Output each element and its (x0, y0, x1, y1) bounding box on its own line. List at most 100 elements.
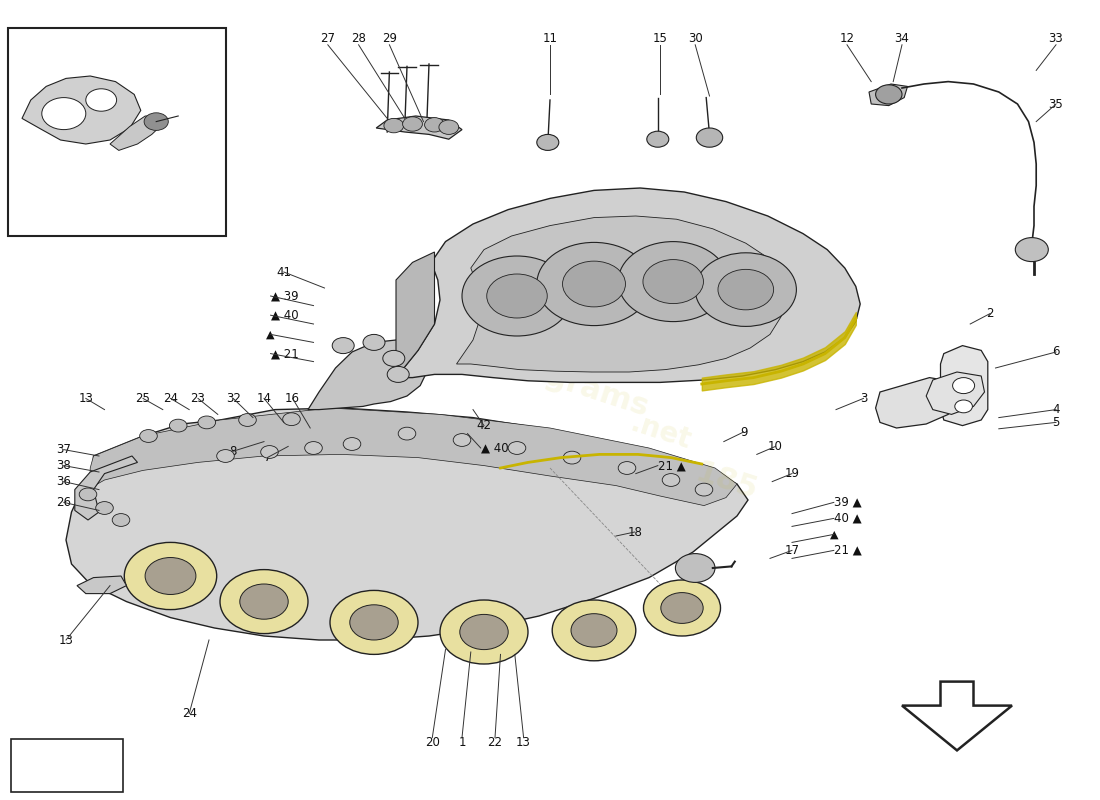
Circle shape (403, 117, 422, 131)
Text: 15: 15 (652, 32, 668, 45)
Polygon shape (376, 116, 462, 139)
Circle shape (343, 438, 361, 450)
Circle shape (140, 430, 157, 442)
Text: 10: 10 (768, 440, 783, 453)
Circle shape (508, 442, 526, 454)
Text: 2: 2 (987, 307, 993, 320)
Text: 21 ▲: 21 ▲ (658, 459, 685, 472)
Polygon shape (869, 84, 907, 106)
Text: 25: 25 (135, 392, 151, 405)
Text: 40 ▲: 40 ▲ (834, 512, 861, 525)
Circle shape (363, 334, 385, 350)
Circle shape (145, 558, 196, 594)
Text: 17: 17 (784, 544, 800, 557)
Circle shape (440, 600, 528, 664)
Text: 8: 8 (230, 445, 236, 458)
Circle shape (537, 242, 651, 326)
Polygon shape (456, 216, 786, 372)
Circle shape (718, 270, 773, 310)
Circle shape (696, 128, 723, 147)
Text: 20: 20 (425, 736, 440, 749)
Polygon shape (902, 682, 1012, 750)
Polygon shape (940, 346, 988, 426)
Circle shape (283, 413, 300, 426)
Circle shape (955, 400, 972, 413)
Text: 29: 29 (382, 32, 397, 45)
Text: 5: 5 (1053, 416, 1059, 429)
Polygon shape (22, 76, 141, 144)
Text: 13: 13 (78, 392, 94, 405)
Circle shape (1015, 238, 1048, 262)
Text: = 1: = 1 (33, 760, 55, 773)
Text: ▲ 21: ▲ 21 (271, 347, 298, 360)
Circle shape (144, 113, 168, 130)
Text: ▲: ▲ (829, 530, 838, 539)
Polygon shape (66, 408, 748, 640)
Circle shape (537, 134, 559, 150)
Circle shape (618, 462, 636, 474)
Circle shape (425, 118, 444, 132)
Polygon shape (110, 116, 163, 150)
FancyBboxPatch shape (11, 739, 123, 792)
Text: diagrams: diagrams (492, 346, 652, 422)
Text: 14: 14 (256, 392, 272, 405)
Circle shape (453, 434, 471, 446)
Text: 12: 12 (839, 32, 855, 45)
Text: 19: 19 (784, 467, 800, 480)
Text: 23: 23 (190, 392, 206, 405)
Polygon shape (876, 378, 962, 428)
Text: 22: 22 (487, 736, 503, 749)
Text: 24: 24 (182, 707, 197, 720)
Text: 4: 4 (1053, 403, 1059, 416)
Circle shape (86, 89, 117, 111)
Circle shape (261, 446, 278, 458)
Polygon shape (396, 252, 435, 378)
Circle shape (383, 350, 405, 366)
Circle shape (571, 614, 617, 647)
Circle shape (953, 378, 975, 394)
Circle shape (42, 98, 86, 130)
Circle shape (96, 502, 113, 514)
Text: ▲: ▲ (18, 760, 28, 773)
Text: 30: 30 (688, 32, 703, 45)
Circle shape (240, 584, 288, 619)
Text: ▲ 39: ▲ 39 (271, 290, 298, 302)
Circle shape (642, 259, 704, 304)
Circle shape (662, 474, 680, 486)
Text: 34: 34 (894, 32, 910, 45)
Circle shape (198, 416, 216, 429)
Circle shape (387, 366, 409, 382)
Circle shape (398, 427, 416, 440)
Text: 9: 9 (740, 426, 747, 438)
Text: 41: 41 (276, 266, 292, 278)
Text: 26: 26 (56, 496, 72, 509)
Circle shape (876, 85, 902, 104)
Circle shape (350, 605, 398, 640)
Text: 16: 16 (285, 392, 300, 405)
Polygon shape (396, 188, 860, 382)
Text: ▲ 40: ▲ 40 (481, 442, 508, 454)
Circle shape (618, 242, 728, 322)
Circle shape (563, 451, 581, 464)
Text: 31: 31 (188, 107, 204, 120)
Circle shape (695, 253, 796, 326)
Circle shape (647, 131, 669, 147)
Text: ▲: ▲ (266, 330, 275, 339)
FancyBboxPatch shape (8, 28, 225, 236)
Text: 36: 36 (56, 475, 72, 488)
Circle shape (460, 614, 508, 650)
Circle shape (124, 542, 217, 610)
Text: 32: 32 (226, 392, 241, 405)
Circle shape (220, 570, 308, 634)
Polygon shape (308, 340, 427, 410)
Circle shape (462, 256, 572, 336)
Circle shape (675, 554, 715, 582)
Text: 35: 35 (1048, 98, 1064, 110)
Circle shape (330, 590, 418, 654)
Text: 21 ▲: 21 ▲ (834, 544, 861, 557)
Circle shape (217, 450, 234, 462)
Text: 7: 7 (264, 451, 271, 464)
Circle shape (332, 338, 354, 354)
Circle shape (661, 593, 703, 623)
Text: 42: 42 (476, 419, 492, 432)
